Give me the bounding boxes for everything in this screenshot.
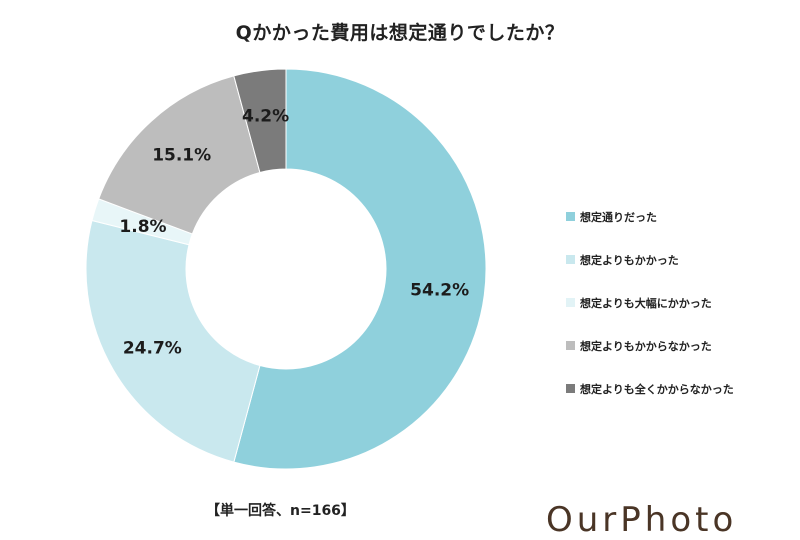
legend-label: 想定通りだった	[580, 210, 657, 224]
legend: 想定通りだった想定よりもかかった想定よりも大幅にかかった 想定よりもかからなかった…	[566, 195, 796, 410]
legend-label: 想定よりも全くかからなかった	[580, 382, 734, 396]
legend-swatch	[566, 341, 575, 350]
legend-label: 想定よりもかかった	[580, 253, 679, 267]
slice-label-5: 4.2%	[242, 106, 289, 126]
legend-swatch	[566, 298, 575, 307]
slice-label-1: 54.2%	[410, 280, 469, 300]
legend-label: 想定よりもかからなかった	[580, 339, 712, 353]
footnote: 【単一回答、n=166】	[206, 503, 355, 519]
slice-label-3: 1.8%	[119, 217, 166, 237]
slices-group	[85, 68, 487, 470]
slice-labels-group: 54.2% 24.7% 1.8% 15.1% 4.2%	[119, 106, 469, 358]
slice-label-2: 24.7%	[123, 338, 182, 358]
legend-item: 想定よりも全くかからなかった	[566, 367, 796, 410]
slice-2	[85, 219, 261, 463]
legend-label: 想定よりも大幅にかかった	[580, 296, 712, 310]
legend-item: 想定よりもかからなかった	[566, 324, 796, 367]
slice-label-4: 15.1%	[152, 145, 211, 165]
legend-item: 想定通りだった	[566, 195, 796, 238]
ourphoto-logo: OurPhoto	[546, 500, 738, 540]
chart-title: Qかかった費用は想定通りでしたか？	[235, 22, 565, 44]
legend-swatch	[566, 255, 575, 264]
slice-4	[98, 75, 261, 235]
legend-item: 想定よりもかかった	[566, 238, 796, 281]
legend-swatch	[566, 212, 575, 221]
legend-item: 想定よりも大幅にかかった	[566, 281, 796, 324]
legend-swatch	[566, 384, 575, 393]
slice-1	[233, 68, 487, 470]
slice-5	[233, 68, 287, 174]
